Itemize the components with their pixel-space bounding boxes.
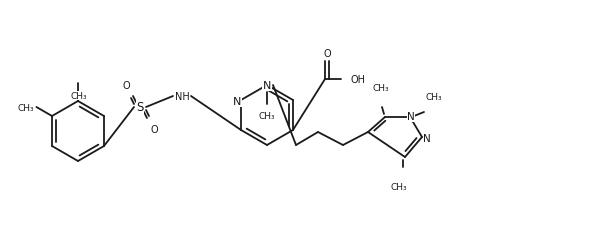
Text: CH₃: CH₃ (18, 104, 34, 113)
Text: O: O (122, 81, 130, 91)
Text: NH: NH (175, 92, 189, 102)
Text: N: N (423, 134, 431, 143)
Text: CH₃: CH₃ (426, 93, 442, 102)
Text: N: N (263, 81, 271, 91)
Text: O: O (323, 49, 331, 59)
Text: CH₃: CH₃ (373, 84, 390, 93)
Text: CH₃: CH₃ (70, 92, 87, 100)
Text: CH₃: CH₃ (391, 182, 407, 191)
Text: OH: OH (351, 75, 366, 85)
Text: O: O (150, 125, 158, 134)
Text: S: S (136, 101, 144, 114)
Text: N: N (407, 112, 415, 122)
Text: CH₃: CH₃ (259, 112, 275, 121)
Text: N: N (233, 97, 241, 106)
